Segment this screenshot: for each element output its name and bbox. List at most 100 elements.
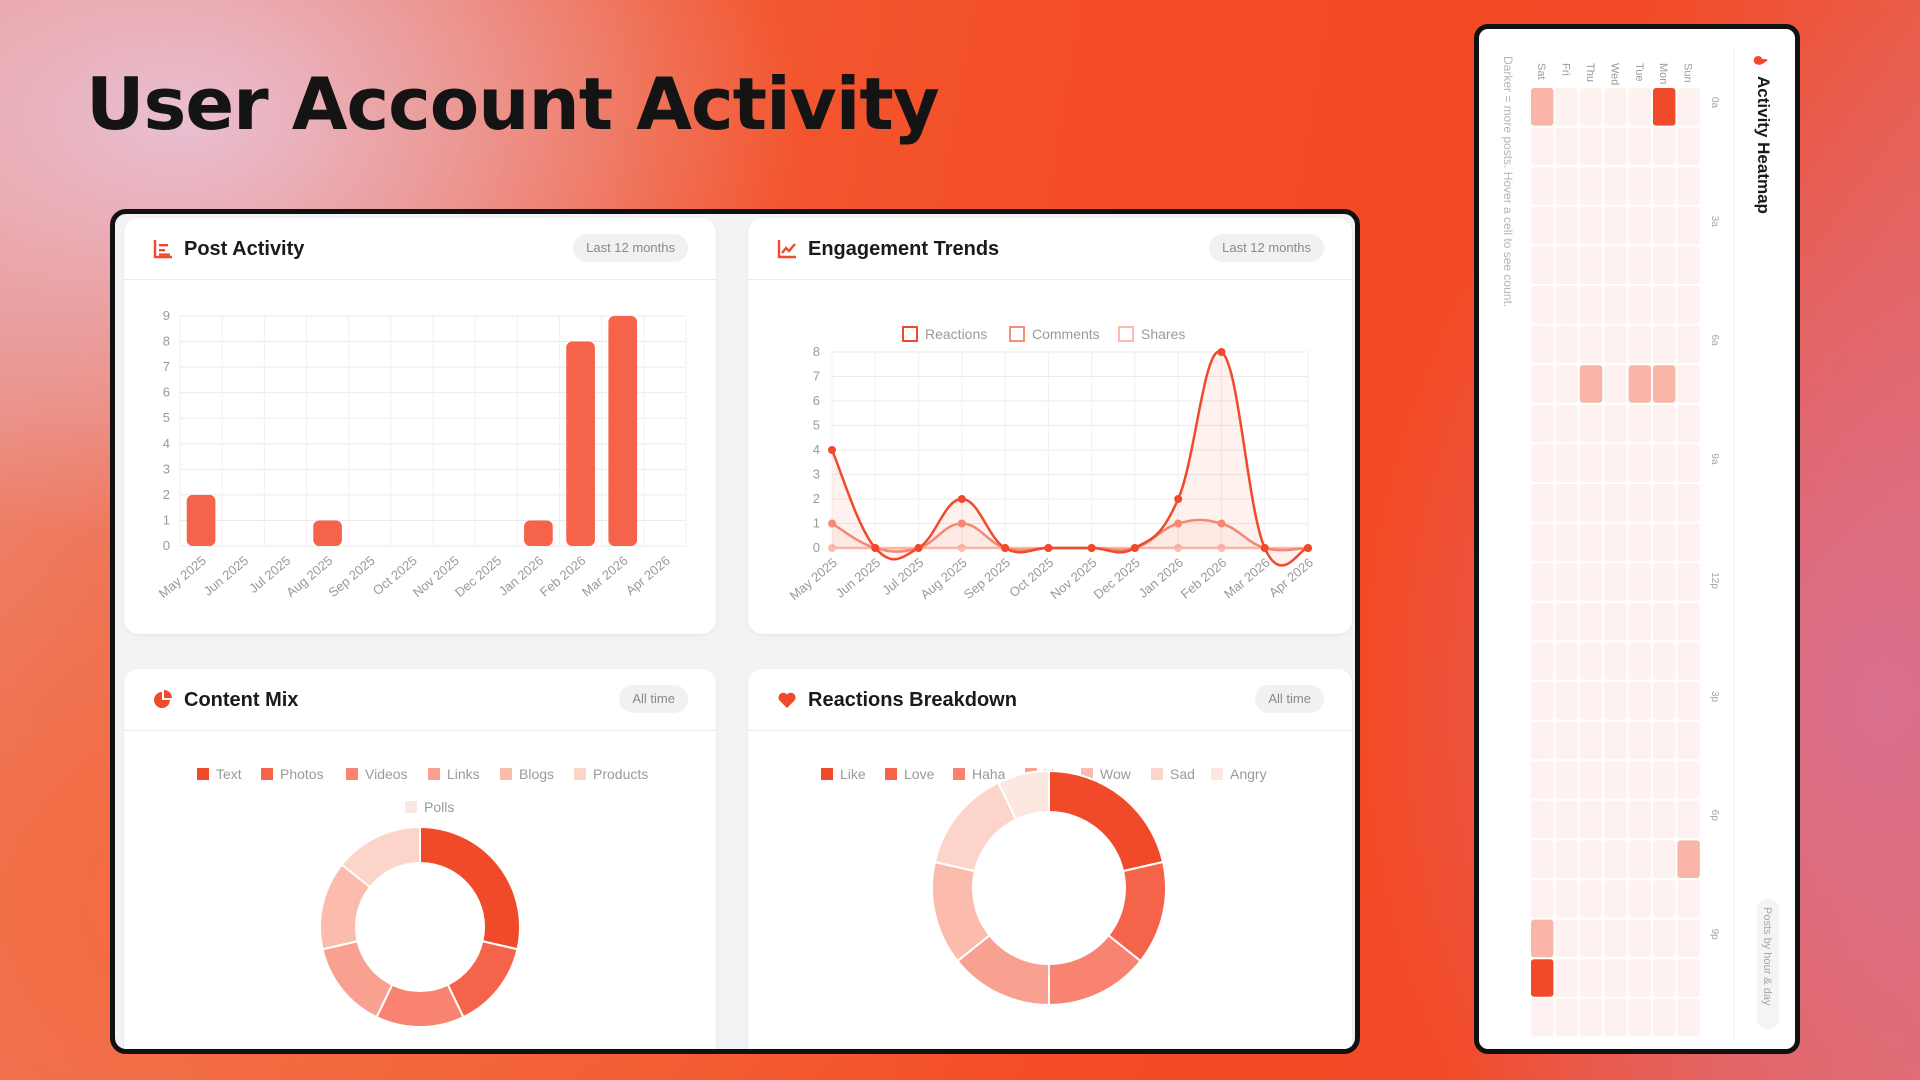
data-point [914, 544, 923, 552]
heatmap-cell [1555, 365, 1578, 403]
heatmap-cell [1555, 167, 1578, 205]
pie-chart-icon [154, 690, 172, 708]
legend-label: Photos [280, 766, 324, 782]
series-area [832, 519, 1308, 552]
x-tick-label: Aug 2025 [283, 553, 335, 600]
heatmap-cell [1628, 444, 1651, 482]
heatmap-cell [1628, 325, 1651, 364]
y-tick-label: 2 [163, 487, 170, 502]
heatmap-cell [1604, 721, 1627, 760]
heatmap-cell [1555, 127, 1578, 166]
heatmap-cell [1604, 325, 1627, 364]
heatmap-cell [1653, 325, 1676, 364]
heatmap-cell [1677, 840, 1700, 878]
activity-heatmap: Activity Heatmap Darker = more posts. Ho… [1501, 49, 1779, 1039]
legend-swatch [574, 768, 586, 780]
card-header: Engagement Trends Last 12 months [748, 218, 1352, 280]
heatmap-cell [1555, 721, 1578, 760]
day-label: Sun [1682, 63, 1694, 83]
heatmap-cell [1579, 88, 1603, 126]
hour-label: 6p [1709, 810, 1720, 822]
heatmap-cell [1628, 365, 1651, 403]
legend-label: Products [593, 766, 648, 782]
heatmap-cell [1677, 959, 1700, 997]
heatmap-cell [1555, 682, 1578, 720]
heatmap-cell [1604, 286, 1627, 324]
legend-label: Comments [1032, 326, 1100, 342]
heatmap-title-group: Activity Heatmap [1753, 55, 1773, 214]
data-point [1217, 544, 1226, 552]
time-range-badge[interactable]: All time [1255, 685, 1324, 713]
heatmap-cell [1677, 998, 1700, 1037]
heatmap-cell [1555, 959, 1578, 997]
bar [186, 494, 216, 546]
y-tick-label: 1 [163, 512, 170, 527]
heatmap-cell [1653, 404, 1676, 443]
time-range-badge[interactable]: Last 12 months [1209, 234, 1324, 262]
data-point [828, 446, 836, 454]
legend-swatch [953, 768, 965, 780]
heatmap-cell [1555, 800, 1578, 839]
heatmap-cell [1555, 325, 1578, 364]
heatmap-cell [1579, 761, 1603, 799]
donut-slice [1048, 769, 1165, 873]
heatmap-cell [1555, 998, 1578, 1037]
x-tick-label: Mar 2026 [1221, 555, 1273, 602]
heatmap-cell [1604, 206, 1627, 245]
heatmap-cell [1604, 919, 1627, 958]
heart-icon [778, 692, 796, 708]
card-title: Reactions Breakdown [808, 689, 1017, 711]
heatmap-cell [1628, 880, 1651, 918]
heatmap-cell [1579, 286, 1603, 324]
heatmap-cell [1628, 286, 1651, 324]
data-point [1174, 495, 1183, 503]
data-point [1174, 519, 1183, 528]
day-label: Fri [1560, 63, 1572, 76]
heatmap-cell [1555, 404, 1578, 443]
legend-label: Links [447, 766, 480, 782]
x-tick-label: Nov 2025 [1047, 555, 1099, 602]
heatmap-cell [1604, 563, 1627, 601]
heatmap-cell [1628, 206, 1651, 245]
reactions-breakdown-card: Reactions Breakdown All time Like Love Hah… [748, 669, 1352, 1049]
heatmap-cell [1677, 484, 1700, 522]
bar [313, 520, 342, 546]
heatmap-cell [1531, 88, 1554, 126]
heatmap-cell [1628, 246, 1651, 284]
heatmap-cell [1653, 840, 1676, 878]
heatmap-cell [1653, 761, 1676, 799]
content-mix-card: Content Mix All time Text Photos Videos Lin… [124, 669, 716, 1049]
heatmap-cell [1555, 286, 1578, 324]
heatmap-cell [1653, 444, 1676, 482]
legend-swatch [1211, 768, 1223, 780]
activity-heatmap-panel: Activity Heatmap Darker = more posts. Ho… [1474, 24, 1800, 1054]
heatmap-cell [1677, 523, 1700, 562]
heatmap-cell [1628, 919, 1651, 958]
heatmap-cell [1653, 682, 1676, 720]
x-tick-label: Jan 2026 [1135, 555, 1186, 601]
heatmap-cell [1531, 523, 1554, 562]
heatmap-title: Activity Heatmap [1754, 76, 1773, 214]
heatmap-cell [1579, 523, 1603, 562]
heatmap-cell [1555, 444, 1578, 482]
heatmap-cell [1531, 246, 1554, 284]
post-activity-card: Post Activity Last 12 months 0 1 2 3 4 5 6 7 8 9 M… [124, 218, 716, 634]
heatmap-cell [1653, 484, 1676, 522]
heatmap-cell [1579, 998, 1603, 1037]
heatmap-tag-label: Posts by hour & day [1761, 907, 1773, 1006]
heatmap-cell [1531, 563, 1554, 601]
heatmap-cell [1653, 563, 1676, 601]
donut-slice [419, 825, 521, 951]
y-tick-label: 6 [813, 393, 820, 408]
y-tick-label: 8 [163, 334, 170, 349]
heatmap-cell [1531, 919, 1554, 958]
time-range-badge[interactable]: Last 12 months [573, 234, 688, 262]
legend-label: Blogs [519, 766, 554, 782]
heatmap-cell [1677, 246, 1700, 284]
heatmap-cell [1604, 523, 1627, 562]
bar-chart-icon [153, 240, 172, 259]
heatmap-cell [1604, 246, 1627, 284]
heatmap-cell [1579, 840, 1603, 878]
time-range-badge[interactable]: All time [619, 685, 688, 713]
heatmap-cell [1531, 167, 1554, 205]
